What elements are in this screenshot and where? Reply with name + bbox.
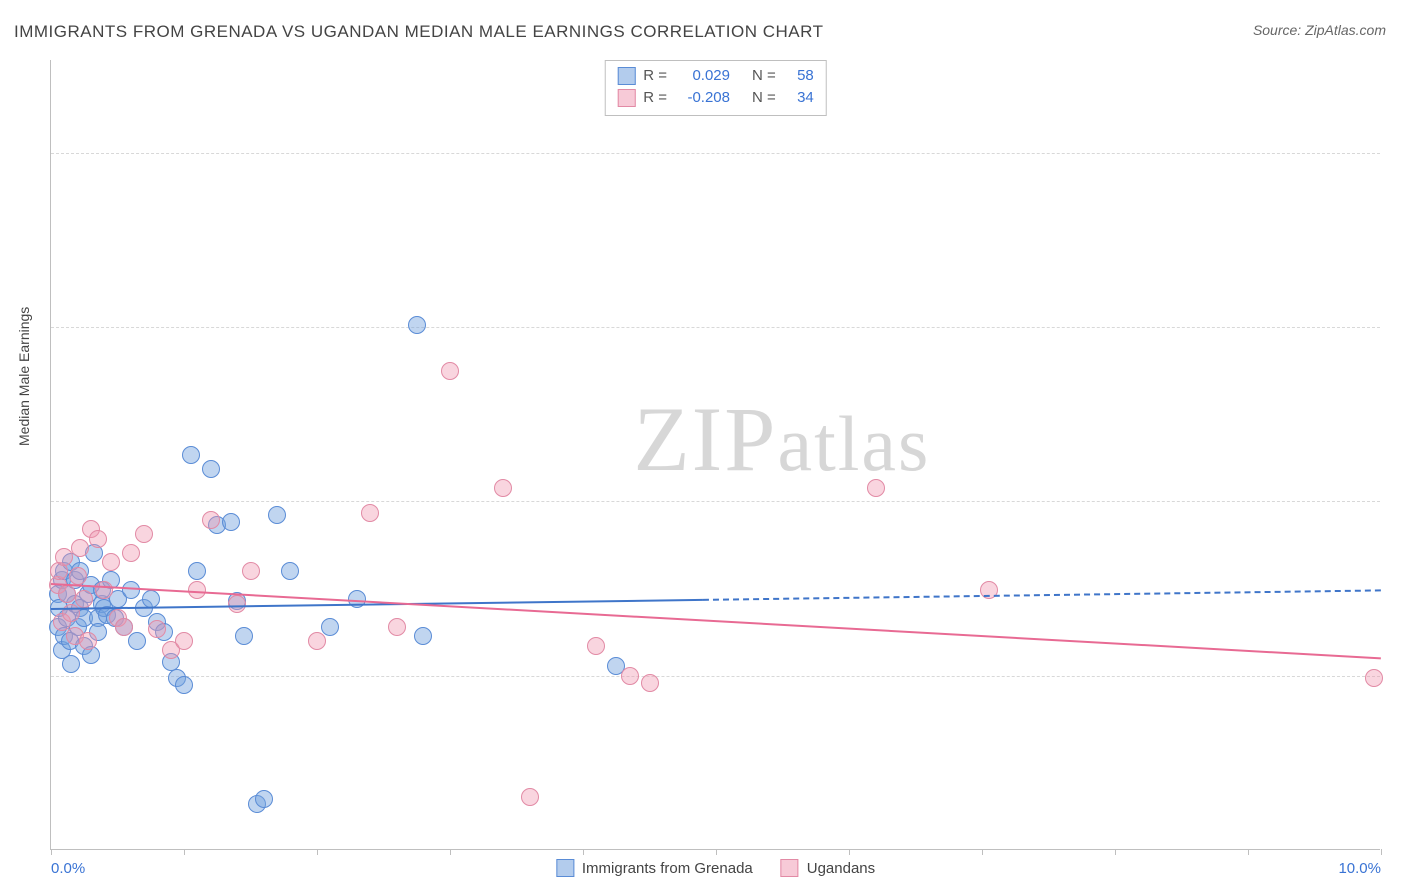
stats-row-b: R = -0.208 N = 34 (617, 87, 814, 109)
data-point-b (641, 674, 659, 692)
data-point-b (58, 585, 76, 603)
legend-item-b: Ugandans (781, 859, 875, 877)
data-point-b (188, 581, 206, 599)
source-attribution: Source: ZipAtlas.com (1253, 22, 1386, 38)
data-point-b (115, 618, 133, 636)
y-grid-label: $37,500 (1385, 667, 1406, 684)
data-point-b (148, 620, 166, 638)
data-point-b (587, 637, 605, 655)
data-point-a (142, 590, 160, 608)
x-tick (849, 849, 850, 855)
data-point-a (281, 562, 299, 580)
stat-n-value: 34 (784, 87, 814, 109)
data-point-b (242, 562, 260, 580)
data-point-b (55, 548, 73, 566)
legend-label: Ugandans (807, 860, 875, 877)
data-point-a (188, 562, 206, 580)
data-point-b (308, 632, 326, 650)
x-tick-label: 0.0% (51, 860, 85, 877)
data-point-a (202, 460, 220, 478)
x-tick (716, 849, 717, 855)
y-grid-label: $112,500 (1385, 319, 1406, 336)
x-tick (184, 849, 185, 855)
x-tick (317, 849, 318, 855)
data-point-a (222, 513, 240, 531)
data-point-b (494, 479, 512, 497)
stat-n-value: 58 (784, 65, 814, 87)
data-point-a (128, 632, 146, 650)
data-point-b (388, 618, 406, 636)
x-tick (450, 849, 451, 855)
x-tick (51, 849, 52, 855)
data-point-a (182, 446, 200, 464)
data-point-b (521, 788, 539, 806)
legend-swatch-a (617, 67, 635, 85)
gridline (51, 153, 1380, 154)
stats-row-a: R = 0.029 N = 58 (617, 65, 814, 87)
data-point-b (1365, 669, 1383, 687)
x-tick (583, 849, 584, 855)
data-point-b (79, 632, 97, 650)
legend-swatch-a (556, 859, 574, 877)
gridline (51, 501, 1380, 502)
data-point-b (69, 567, 87, 585)
stat-r-label: R = (643, 65, 667, 87)
x-tick (982, 849, 983, 855)
data-point-b (71, 539, 89, 557)
data-point-b (621, 667, 639, 685)
data-point-b (228, 595, 246, 613)
chart-title: IMMIGRANTS FROM GRENADA VS UGANDAN MEDIA… (14, 22, 823, 42)
stat-n-label: N = (752, 87, 776, 109)
legend-label: Immigrants from Grenada (582, 860, 753, 877)
data-point-b (202, 511, 220, 529)
data-point-a (408, 316, 426, 334)
y-axis-title: Median Male Earnings (16, 307, 32, 446)
data-point-b (122, 544, 140, 562)
data-point-b (867, 479, 885, 497)
bottom-legend: Immigrants from Grenada Ugandans (556, 859, 875, 877)
data-point-b (75, 590, 93, 608)
x-tick (1381, 849, 1382, 855)
y-grid-label: $150,000 (1385, 144, 1406, 161)
data-point-a (235, 627, 253, 645)
data-point-b (175, 632, 193, 650)
correlation-stats-box: R = 0.029 N = 58 R = -0.208 N = 34 (604, 60, 827, 116)
data-point-a (414, 627, 432, 645)
data-point-a (175, 676, 193, 694)
x-tick (1115, 849, 1116, 855)
scatter-chart: ZIPatlas R =0.029N =58R =-0.208N =34 Imm… (50, 60, 1380, 850)
stat-n-label: N = (752, 65, 776, 87)
x-tick-label: 10.0% (1338, 860, 1381, 877)
gridline (51, 676, 1380, 677)
data-point-a (255, 790, 273, 808)
watermark: ZIPatlas (633, 386, 930, 492)
data-point-a (321, 618, 339, 636)
y-grid-label: $75,000 (1385, 493, 1406, 510)
stat-r-value: -0.208 (675, 87, 730, 109)
x-tick (1248, 849, 1249, 855)
data-point-b (135, 525, 153, 543)
legend-swatch-b (781, 859, 799, 877)
data-point-b (361, 504, 379, 522)
stat-r-label: R = (643, 87, 667, 109)
gridline (51, 327, 1380, 328)
data-point-a (62, 655, 80, 673)
data-point-b (441, 362, 459, 380)
trendline-a (51, 590, 1381, 609)
legend-item-a: Immigrants from Grenada (556, 859, 753, 877)
data-point-b (89, 530, 107, 548)
data-point-b (102, 553, 120, 571)
legend-swatch-b (617, 89, 635, 107)
data-point-a (268, 506, 286, 524)
stat-r-value: 0.029 (675, 65, 730, 87)
data-point-b (95, 581, 113, 599)
